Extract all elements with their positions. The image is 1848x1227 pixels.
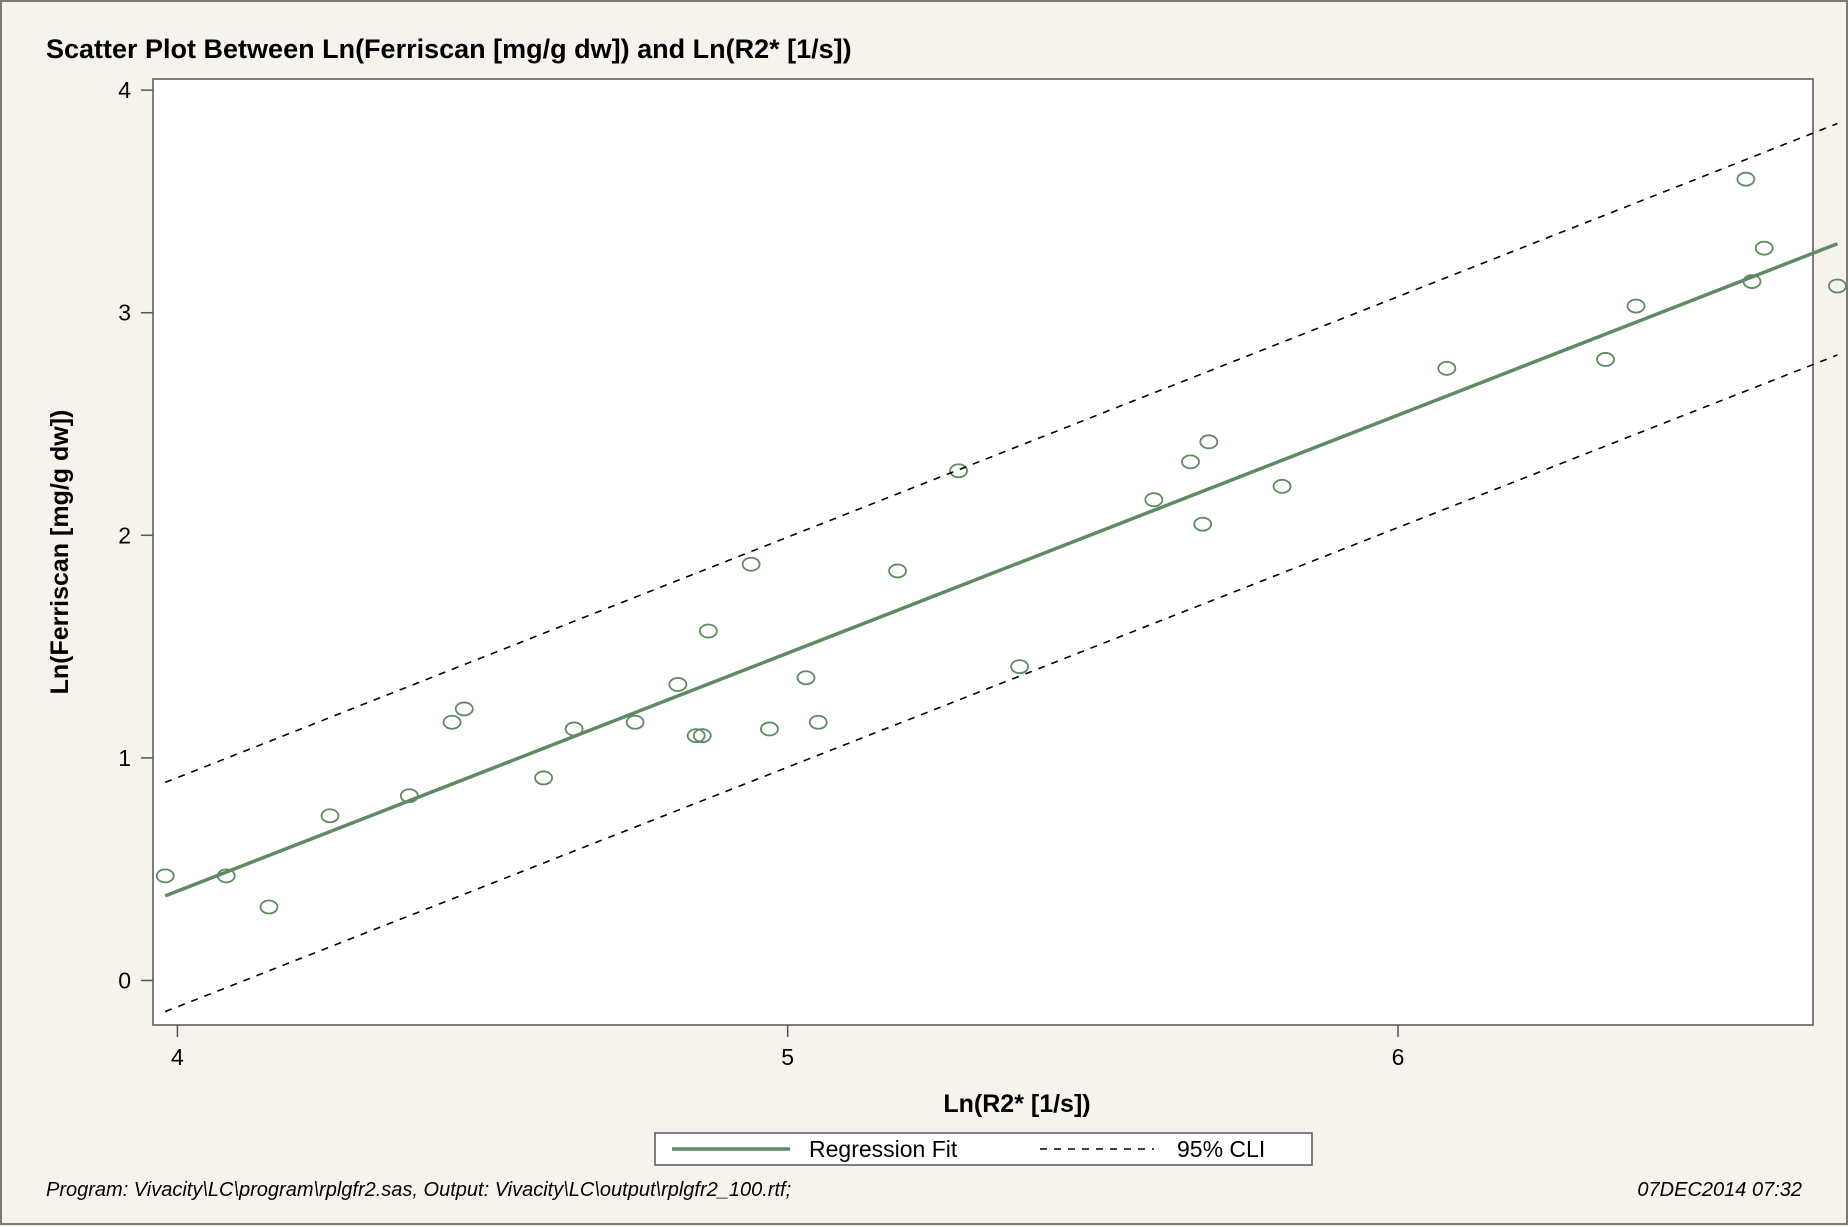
- chart-title: Scatter Plot Between Ln(Ferriscan [mg/g …: [46, 34, 852, 64]
- data-point: [692, 728, 712, 744]
- cli-line: [164, 122, 1838, 784]
- data-point: [1199, 434, 1219, 450]
- legend: Regression Fit 95% CLI: [654, 1132, 1313, 1166]
- data-point: [1272, 478, 1292, 494]
- data-point: [686, 728, 706, 744]
- data-point: [1010, 659, 1030, 675]
- data-point: [1736, 171, 1756, 187]
- data-point: [668, 677, 688, 692]
- data-point: [1181, 454, 1200, 470]
- regression-line: [164, 242, 1839, 898]
- cli-line: [164, 354, 1838, 1013]
- legend-cli-label: 95% CLI: [1177, 1136, 1265, 1162]
- program-path-note: Program: Vivacity\LC\program\rplgfr2.sas…: [46, 1179, 792, 1201]
- data-point: [796, 670, 816, 686]
- series-layer: [155, 122, 1847, 1013]
- data-point: [888, 563, 907, 579]
- y-tick-label-3: 3: [118, 300, 131, 326]
- y-tick-label-4: 4: [118, 77, 131, 103]
- run-datetime: 07DEC2014 07:32: [1637, 1179, 1802, 1201]
- legend-regression-label: Regression Fit: [809, 1136, 958, 1162]
- data-point: [698, 623, 718, 639]
- data-point: [454, 701, 474, 717]
- data-point: [741, 556, 761, 572]
- y-tick-label-0: 0: [118, 967, 131, 993]
- x-tick-label-4: 4: [171, 1044, 184, 1070]
- data-point: [759, 721, 779, 737]
- data-point: [155, 868, 175, 884]
- data-point: [1596, 352, 1615, 367]
- x-tick-label-5: 5: [781, 1044, 794, 1070]
- data-point: [534, 770, 553, 786]
- data-point: [1626, 298, 1646, 314]
- y-axis-label: Ln(Ferriscan [mg/g dw]): [46, 410, 74, 695]
- x-axis: 4 5 6: [171, 1025, 1404, 1070]
- data-point: [259, 899, 279, 915]
- data-point: [442, 714, 462, 730]
- y-axis: 0 1 2 3 4: [118, 77, 153, 993]
- data-point: [1754, 240, 1774, 256]
- data-point: [625, 714, 645, 730]
- x-tick-label-6: 6: [1392, 1044, 1405, 1070]
- data-point: [1828, 278, 1847, 294]
- x-axis-label: Ln(R2* [1/s]): [943, 1090, 1090, 1118]
- data-point: [1144, 492, 1164, 508]
- plot-area: [152, 78, 1814, 1026]
- data-point: [949, 463, 968, 479]
- data-point: [808, 714, 828, 730]
- y-tick-label-2: 2: [118, 522, 131, 548]
- data-point: [1193, 516, 1213, 532]
- data-point: [1437, 360, 1457, 376]
- y-tick-label-1: 1: [118, 745, 131, 771]
- data-point: [320, 808, 340, 824]
